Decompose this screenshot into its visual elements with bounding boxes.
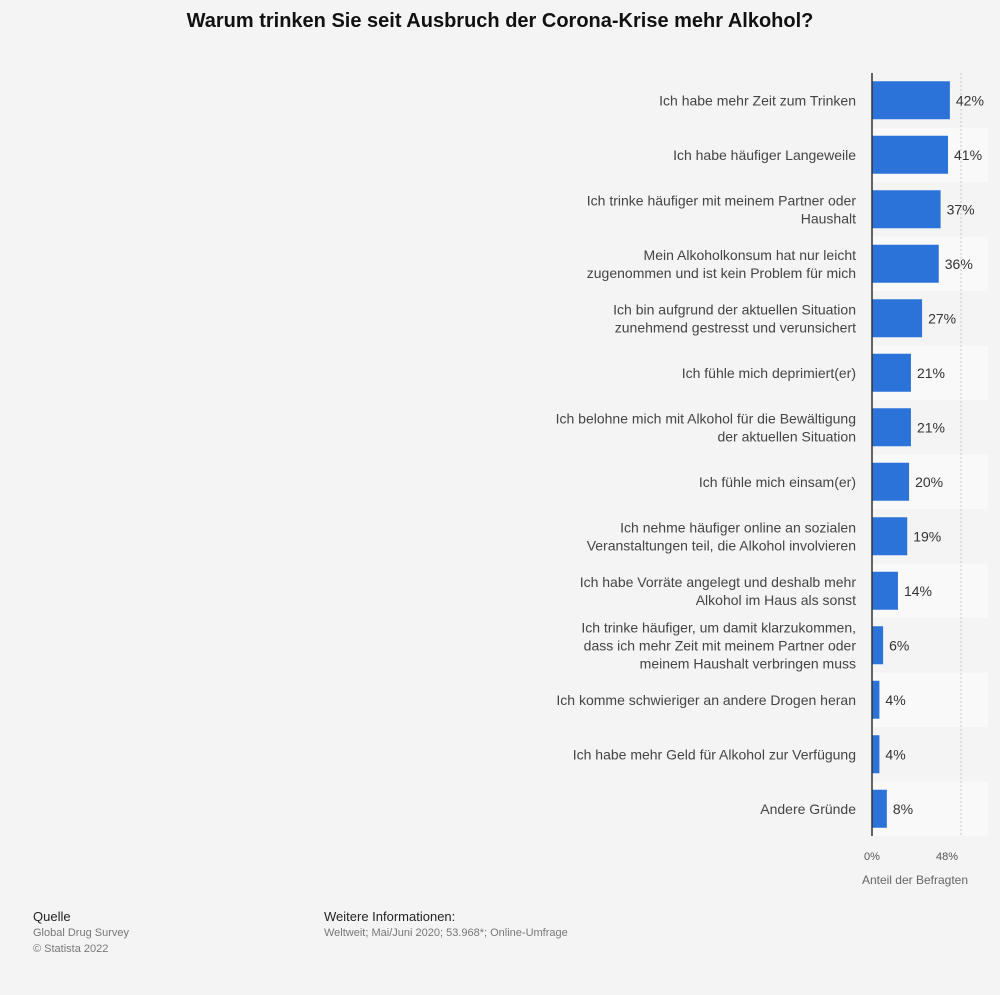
category-label-line: Ich fühle mich deprimiert(er) xyxy=(682,365,856,381)
category-label-line: Ich habe mehr Geld für Alkohol zur Verfü… xyxy=(573,746,856,762)
category-label: Mein Alkoholkonsum hat nur leicht zugenom… xyxy=(587,247,856,281)
bar-chart: 42% Ich habe mehr Zeit zum Trinken 41% Ich … xyxy=(555,73,988,887)
category-label: Ich belohne mich mit Alkohol für die Bew… xyxy=(556,410,856,444)
category-label-line: zugenommen und ist kein Problem für mich xyxy=(587,265,856,281)
category-label-line: der aktuellen Situation xyxy=(717,428,856,444)
value-label: 20% xyxy=(915,474,943,490)
value-label: 27% xyxy=(928,310,956,326)
bar[interactable] xyxy=(872,190,941,229)
bar[interactable] xyxy=(872,462,910,501)
category-label: Ich habe Vorräte angelegt und deshalb me… xyxy=(580,574,857,608)
info-heading: Weitere Informationen: xyxy=(324,909,456,924)
category-label-line: zunehmend gestresst und verunsichert xyxy=(615,319,856,335)
source-name[interactable]: Global Drug Survey xyxy=(33,927,129,939)
category-label-line: Ich trinke häufiger, um damit klarzukomm… xyxy=(581,619,856,635)
category-label-line: Andere Gründe xyxy=(760,801,856,817)
category-label-line: meinem Haushalt verbringen muss xyxy=(640,655,856,671)
category-label-line: Ich habe mehr Zeit zum Trinken xyxy=(659,92,856,108)
category-label: Ich bin aufgrund der aktuellen Situation… xyxy=(613,301,856,335)
category-label: Ich nehme häufiger online an sozialen Ver… xyxy=(587,519,856,553)
category-label-line: Veranstaltungen teil, die Alkohol involv… xyxy=(587,537,856,553)
bar[interactable] xyxy=(872,789,887,828)
bar[interactable] xyxy=(872,135,949,174)
category-label-line: Ich komme schwieriger an andere Drogen h… xyxy=(556,692,856,708)
value-label: 14% xyxy=(904,583,932,599)
value-label: 41% xyxy=(954,147,982,163)
info-text: Weltweit; Mai/Juni 2020; 53.968*; Online… xyxy=(324,927,568,939)
bar[interactable] xyxy=(872,408,911,447)
category-label-line: dass ich mehr Zeit mit meinem Partner od… xyxy=(584,637,857,653)
category-label-line: Ich nehme häufiger online an sozialen xyxy=(620,519,856,535)
value-label: 42% xyxy=(956,92,984,108)
category-label-line: Ich habe Vorräte angelegt und deshalb me… xyxy=(580,574,857,590)
copyright[interactable]: © Statista 2022 xyxy=(33,943,109,955)
value-label: 19% xyxy=(913,528,941,544)
value-label: 37% xyxy=(947,201,975,217)
tick-label: 48% xyxy=(936,851,958,863)
value-label: 8% xyxy=(893,801,913,817)
bar[interactable] xyxy=(872,299,923,338)
category-label-line: Ich fühle mich einsam(er) xyxy=(699,474,856,490)
chart-title: Warum trinken Sie seit Ausbruch der Coro… xyxy=(186,10,814,32)
category-label: Andere Gründe xyxy=(760,801,856,817)
x-axis-label: Anteil der Befragten xyxy=(862,873,968,887)
value-label: 21% xyxy=(917,365,945,381)
category-label: Ich fühle mich einsam(er) xyxy=(699,474,856,490)
row-band xyxy=(872,781,988,836)
source-block: Quelle Global Drug Survey © Statista 202… xyxy=(33,909,129,957)
bar[interactable] xyxy=(872,626,884,665)
category-label: Ich habe häufiger Langeweile xyxy=(673,147,856,163)
category-label: Ich habe mehr Geld für Alkohol zur Verfü… xyxy=(573,746,856,762)
bar[interactable] xyxy=(872,571,898,610)
source-heading: Quelle xyxy=(33,909,71,924)
category-label-line: Mein Alkoholkonsum hat nur leicht xyxy=(644,247,857,263)
category-label: Ich fühle mich deprimiert(er) xyxy=(682,365,856,381)
bar[interactable] xyxy=(872,735,880,774)
value-label: 4% xyxy=(885,692,905,708)
bar[interactable] xyxy=(872,517,908,556)
category-label: Ich komme schwieriger an andere Drogen h… xyxy=(556,692,856,708)
value-label: 4% xyxy=(885,746,905,762)
info-block: Weitere Informationen: Weltweit; Mai/Jun… xyxy=(324,909,568,941)
category-label-line: Ich bin aufgrund der aktuellen Situation xyxy=(613,301,856,317)
row-band xyxy=(872,672,988,727)
bar[interactable] xyxy=(872,680,880,719)
tick-label: 0% xyxy=(864,851,880,863)
value-label: 6% xyxy=(889,637,909,653)
category-label-line: Ich belohne mich mit Alkohol für die Bew… xyxy=(556,410,856,426)
value-label: 21% xyxy=(917,419,945,435)
category-label: Ich trinke häufiger, um damit klarzukomm… xyxy=(581,619,856,671)
category-label: Ich trinke häufiger mit meinem Partner o… xyxy=(587,192,857,226)
category-label-line: Alkohol im Haus als sonst xyxy=(696,592,856,608)
category-label-line: Ich habe häufiger Langeweile xyxy=(673,147,856,163)
category-label: Ich habe mehr Zeit zum Trinken xyxy=(659,92,856,108)
bar[interactable] xyxy=(872,353,911,392)
category-label-line: Haushalt xyxy=(801,210,856,226)
bar[interactable] xyxy=(872,81,950,120)
value-label: 36% xyxy=(945,256,973,272)
category-label-line: Ich trinke häufiger mit meinem Partner o… xyxy=(587,192,857,208)
bar[interactable] xyxy=(872,244,939,283)
